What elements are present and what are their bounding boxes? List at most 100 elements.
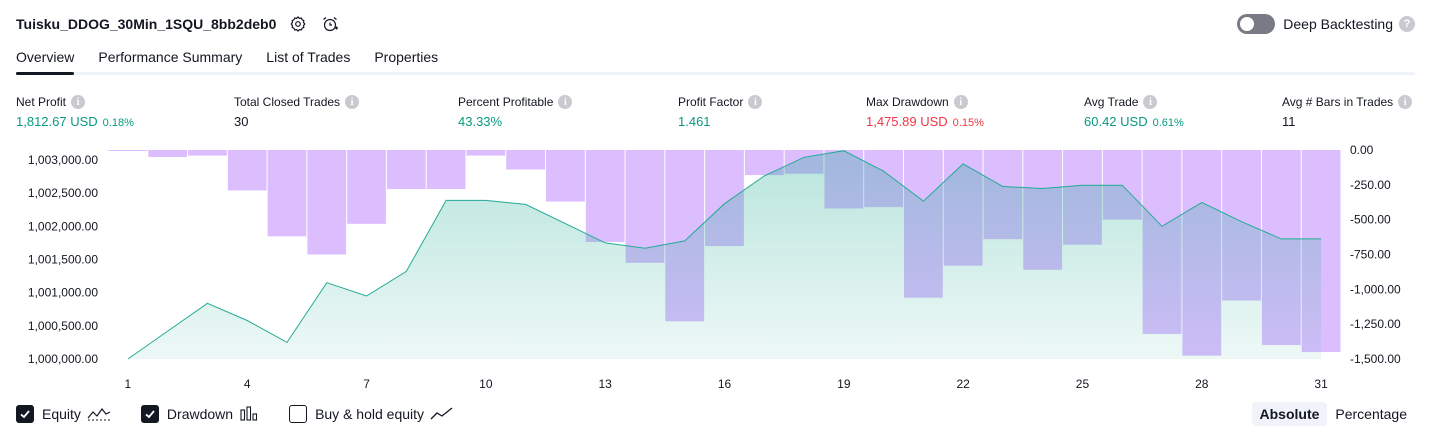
- equity-checkbox[interactable]: [16, 405, 34, 423]
- buy-hold-toggle[interactable]: Buy & hold equity: [289, 405, 454, 423]
- left-axis-tick-label: 1,002,000.00: [28, 219, 98, 233]
- stat-avg-trade: Avg Trade i 60.42 USD 0.61%: [1084, 94, 1184, 129]
- x-axis-tick-label: 13: [598, 377, 612, 391]
- help-icon[interactable]: ?: [1399, 16, 1415, 32]
- drawdown-bar: [386, 150, 426, 190]
- stat-label: Net Profit: [16, 95, 67, 109]
- drawdown-toggle[interactable]: Drawdown: [140, 405, 259, 423]
- x-axis-tick-label: 25: [1076, 377, 1090, 391]
- buy-hold-checkbox[interactable]: [289, 405, 308, 423]
- toggle-knob: [1240, 17, 1255, 31]
- stat-value: 43.33%: [458, 114, 503, 129]
- drawdown-bar: [148, 150, 188, 157]
- left-axis-tick-label: 1,002,500.00: [28, 186, 98, 200]
- stat-value: 1,812.67 USD: [16, 114, 98, 129]
- equity-area: [127, 150, 1322, 360]
- x-axis-tick-label: 22: [956, 377, 970, 391]
- tab-performance-summary[interactable]: Performance Summary: [98, 49, 243, 65]
- right-axis: 0.00 -250.00 -500.00 -750.00 -1,000.00 -1,250…: [1350, 143, 1401, 366]
- right-axis-tick-label: -1,000.00: [1350, 282, 1401, 296]
- left-axis-tick-label: 1,003,000.00: [28, 153, 98, 167]
- stat-label: Avg # Bars in Trades: [1282, 95, 1394, 109]
- stat-total-closed-trades: Total Closed Trades i 30: [234, 94, 360, 129]
- x-axis-tick-label: 10: [479, 377, 493, 391]
- stat-label: Max Drawdown: [866, 95, 949, 109]
- x-axis-tick-label: 4: [244, 377, 251, 391]
- stat-value: 1.461: [678, 114, 711, 129]
- stat-percent: 0.61%: [1152, 117, 1184, 129]
- drawdown-checkbox[interactable]: [140, 405, 159, 423]
- equity-label: Equity: [42, 406, 81, 422]
- stat-label: Percent Profitable: [458, 95, 554, 109]
- right-axis-tick-label: -500.00: [1350, 213, 1391, 227]
- equity-drawdown-chart[interactable]: 1,000,000.00 1,000,500.00 1,001,000.00 1,00…: [0, 140, 1431, 395]
- trend-line-icon: [430, 407, 453, 420]
- stat-max-drawdown: Max Drawdown i 1,475.89 USD 0.15%: [866, 94, 984, 129]
- right-axis-tick-label: -250.00: [1350, 178, 1391, 192]
- stat-percent: 0.18%: [102, 117, 134, 129]
- left-axis-tick-label: 1,001,500.00: [28, 252, 98, 266]
- right-axis-tick-label: -750.00: [1350, 248, 1391, 262]
- tab-list-of-trades[interactable]: List of Trades: [266, 49, 351, 65]
- drawdown-bar: [227, 150, 267, 191]
- drawdown-bar: [347, 150, 386, 224]
- equity-area-fill: [127, 150, 1322, 359]
- drawdown-bar: [546, 150, 585, 202]
- drawdown-bar: [426, 150, 466, 190]
- drawdown-bar: [625, 150, 665, 263]
- deep-backtesting-toggle[interactable]: [1237, 14, 1276, 34]
- check-icon: [145, 410, 155, 419]
- percentage-button[interactable]: Percentage: [1335, 406, 1407, 422]
- info-icon[interactable]: i: [748, 95, 763, 109]
- stat-percent: 0.15%: [952, 117, 984, 129]
- gear-icon: [290, 16, 306, 32]
- left-axis: 1,000,000.00 1,000,500.00 1,001,000.00 1,00…: [28, 153, 98, 366]
- info-icon[interactable]: i: [71, 95, 86, 109]
- stat-percent-profitable: Percent Profitable i 43.33%: [458, 94, 573, 129]
- right-axis-tick-label: -1,250.00: [1350, 317, 1401, 331]
- left-axis-tick-label: 1,000,000.00: [28, 352, 98, 366]
- report-tabs: Overview Performance Summary List of Tra…: [16, 45, 1415, 75]
- settings-button[interactable]: [288, 14, 308, 34]
- stat-avg-bars-in-trades: Avg # Bars in Trades i 11: [1282, 94, 1413, 129]
- alarm-clock-icon: [323, 17, 339, 32]
- stat-value: 1,475.89 USD: [866, 114, 948, 129]
- tab-overview[interactable]: Overview: [16, 45, 75, 75]
- drawdown-bar: [506, 150, 546, 170]
- info-icon[interactable]: i: [345, 95, 360, 109]
- deep-backtesting-label: Deep Backtesting: [1283, 16, 1393, 32]
- bars-icon: [240, 406, 258, 421]
- left-axis-tick-label: 1,000,500.00: [28, 319, 98, 333]
- stat-value: 30: [234, 114, 249, 129]
- stat-label: Total Closed Trades: [234, 95, 341, 109]
- x-axis-tick-label: 31: [1314, 377, 1328, 391]
- check-icon: [20, 410, 30, 419]
- equity-line-icon: [87, 408, 111, 421]
- info-icon[interactable]: i: [558, 95, 573, 109]
- stat-label: Profit Factor: [678, 95, 744, 109]
- info-icon[interactable]: i: [1398, 95, 1413, 109]
- buy-hold-label: Buy & hold equity: [315, 406, 425, 422]
- x-axis-tick-label: 19: [837, 377, 851, 391]
- x-axis-tick-label: 7: [363, 377, 370, 391]
- drawdown-bar: [267, 150, 307, 237]
- drawdown-bar: [108, 150, 148, 151]
- equity-line: [127, 150, 1322, 360]
- summary-stats: Net Profit i 1,812.67 USD 0.18% Total Clos…: [16, 94, 1415, 134]
- x-axis-tick-label: 28: [1195, 377, 1209, 391]
- x-axis-tick-label: 16: [718, 377, 732, 391]
- info-icon[interactable]: i: [1143, 95, 1158, 109]
- stat-label: Avg Trade: [1084, 95, 1139, 109]
- strategy-header: Tuisku_DDOG_30Min_1SQU_8bb2deb0 Deep Bac…: [16, 12, 1415, 36]
- absolute-button[interactable]: Absolute: [1251, 402, 1328, 426]
- tab-properties[interactable]: Properties: [374, 49, 439, 65]
- strategy-title: Tuisku_DDOG_30Min_1SQU_8bb2deb0: [16, 16, 277, 32]
- info-icon[interactable]: i: [953, 95, 968, 109]
- add-alert-button[interactable]: [320, 14, 340, 34]
- drawdown-bar: [307, 150, 347, 255]
- left-axis-tick-label: 1,001,000.00: [28, 286, 98, 300]
- drawdown-label: Drawdown: [166, 406, 234, 422]
- chart-legend: Equity Drawdown Buy & hold equity: [16, 402, 1415, 426]
- x-axis: 1 4 7 10 13 16 19 22 25 28 31: [125, 377, 1329, 391]
- equity-toggle[interactable]: Equity: [16, 405, 111, 423]
